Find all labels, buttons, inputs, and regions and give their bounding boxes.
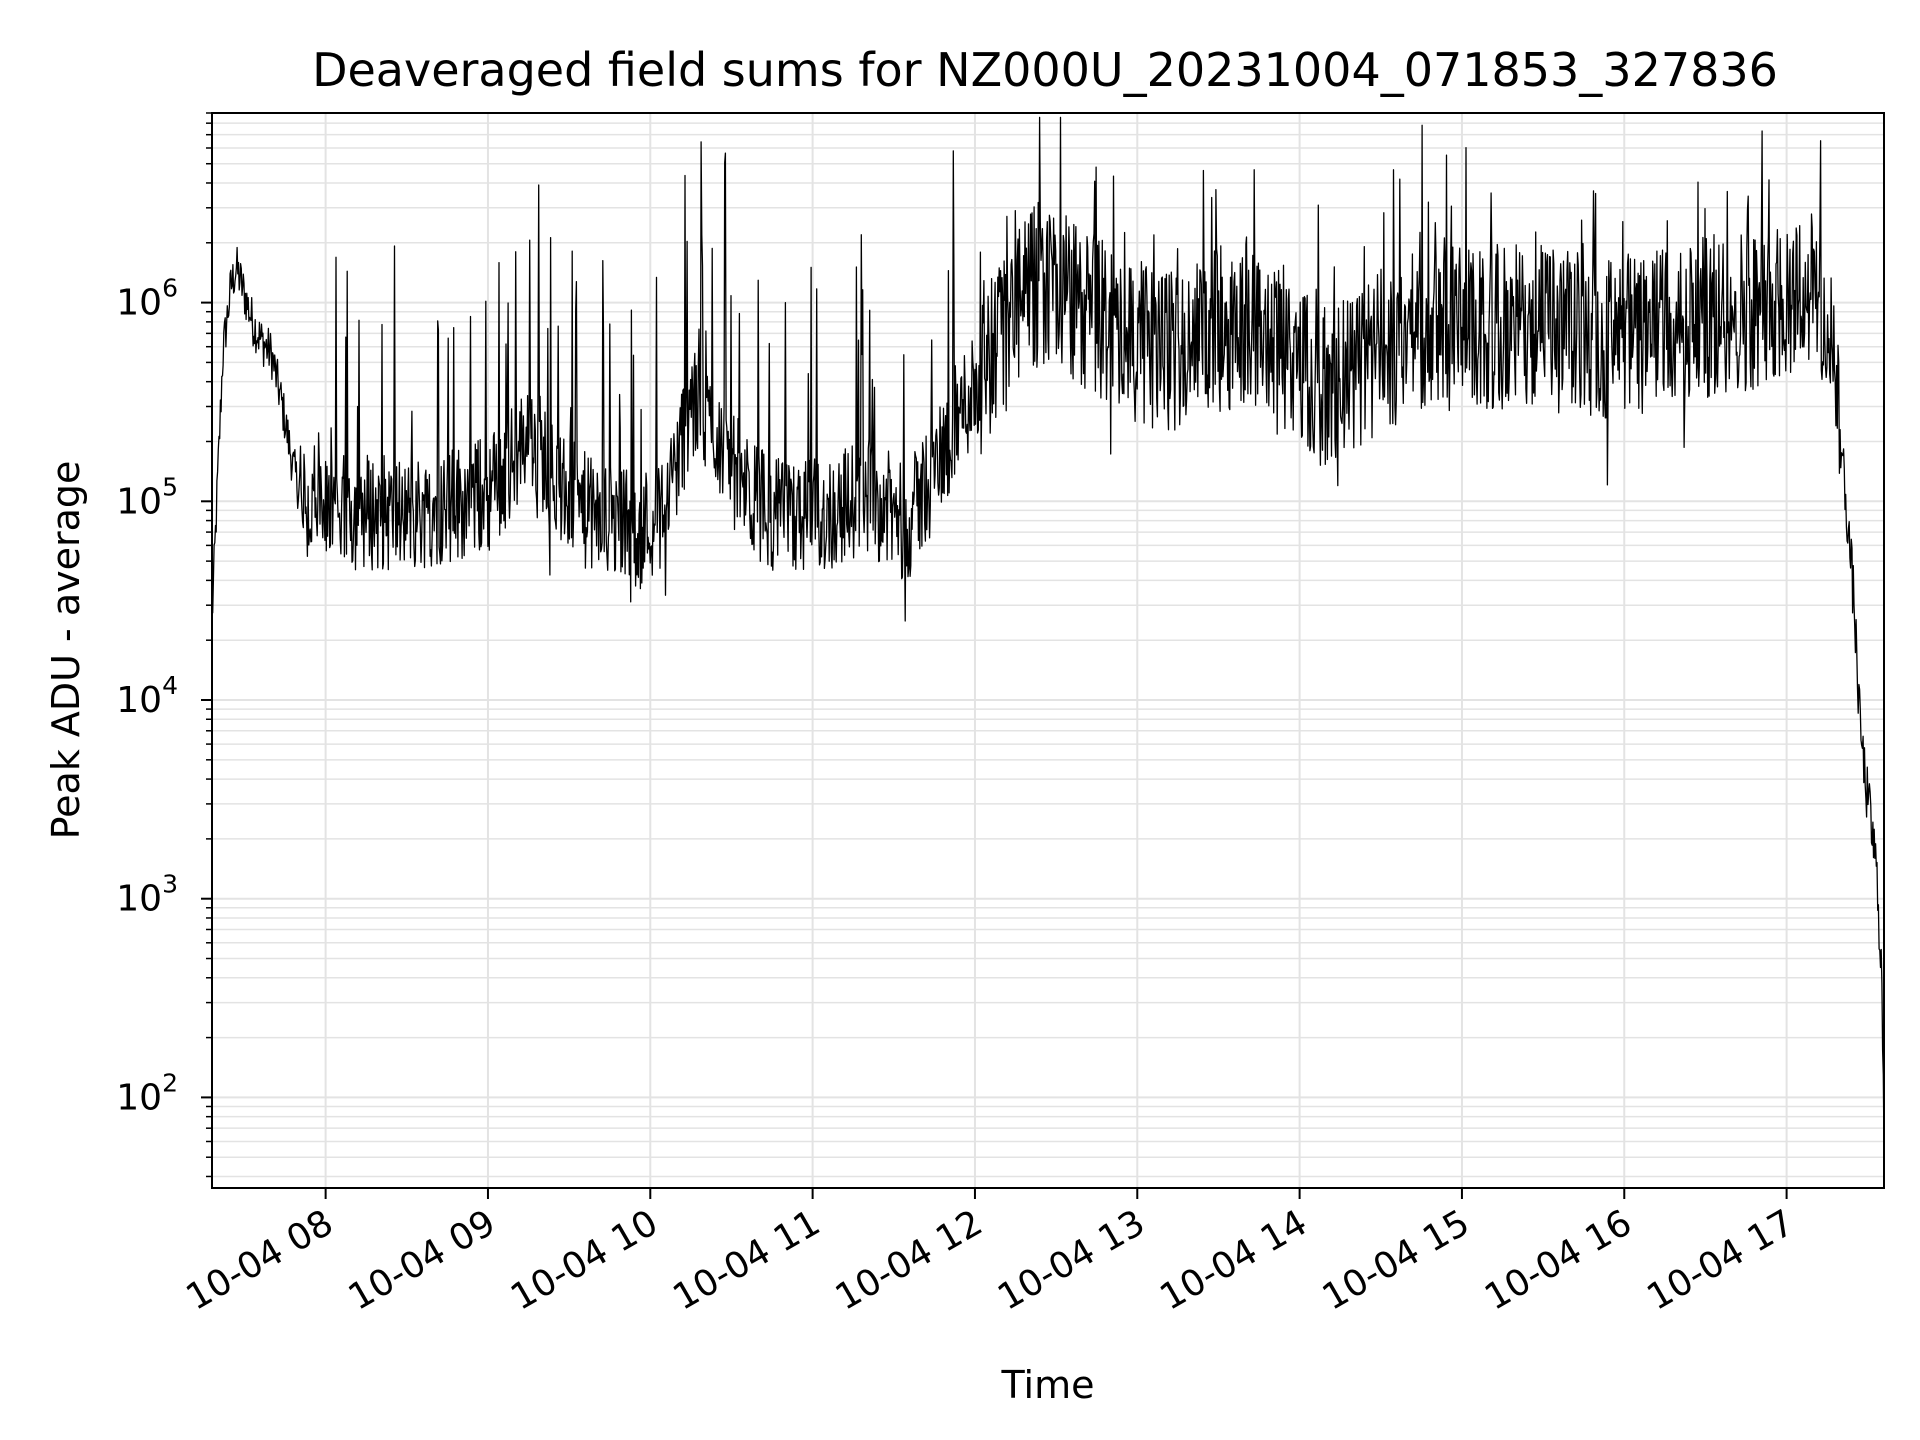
plot-area-frame [211,112,1885,1189]
y-tick-label: 102 [116,1068,178,1118]
y-tick-label: 103 [116,870,178,920]
chart-title: Deaveraged field sums for NZ000U_2023100… [312,43,1778,97]
grid [212,112,1884,1188]
y-axis: 102 103 104 105 106 [116,112,212,1178]
y-tick-label: 106 [116,274,178,324]
series-line [211,116,1885,1151]
y-tick-label: 105 [116,472,178,522]
series-layer [211,116,1885,1151]
y-axis-label: Peak ADU - average [44,461,88,840]
y-tick-label: 104 [116,671,178,721]
x-axis-label: Time [1001,1363,1095,1407]
